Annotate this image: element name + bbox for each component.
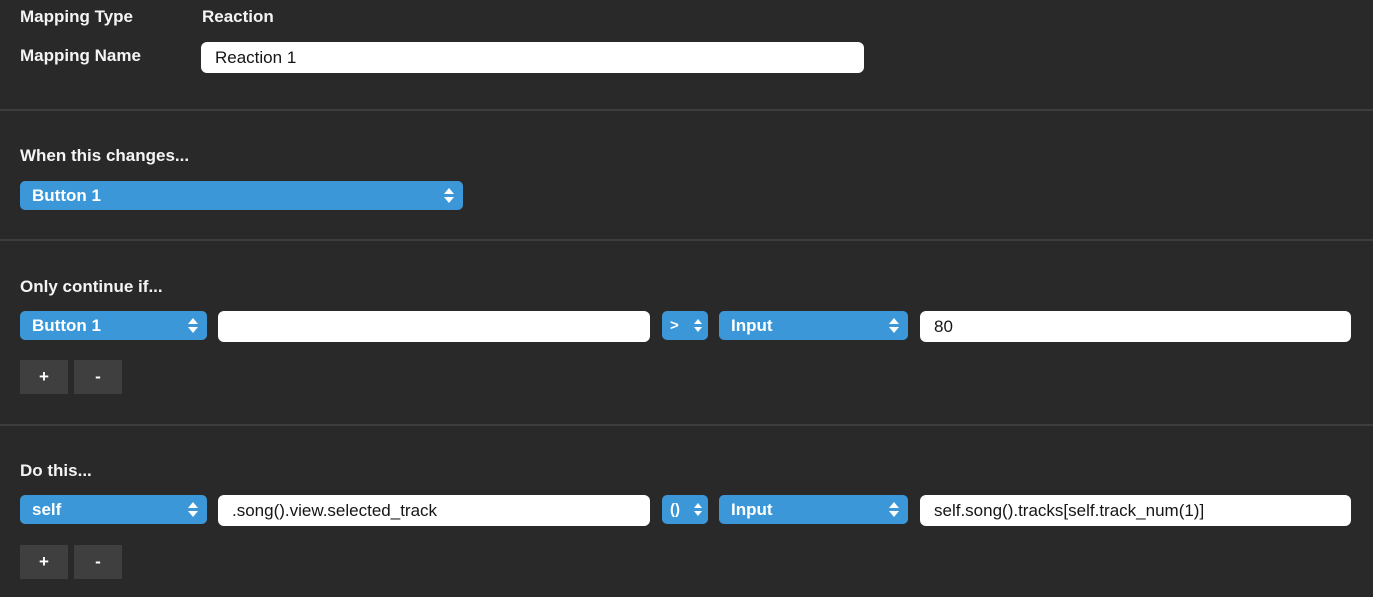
action-operator-select-value: () xyxy=(670,501,680,518)
action-operator-select[interactable]: () xyxy=(662,495,708,524)
condition-subject-input[interactable] xyxy=(218,311,650,342)
trigger-section-title: When this changes... xyxy=(20,146,190,165)
section-divider xyxy=(0,109,1373,111)
condition-operator-select[interactable]: > xyxy=(662,311,708,340)
select-arrows-icon xyxy=(889,502,899,517)
condition-subject-select[interactable]: Button 1 xyxy=(20,311,207,340)
action-target-select-value: self xyxy=(32,499,62,519)
condition-comparand-input[interactable] xyxy=(920,311,1351,342)
select-arrows-icon xyxy=(889,318,899,333)
action-target-select[interactable]: self xyxy=(20,495,207,524)
action-target-input[interactable] xyxy=(218,495,650,526)
select-arrows-icon xyxy=(694,503,702,516)
mapping-type-value: Reaction xyxy=(202,7,274,26)
section-divider xyxy=(0,424,1373,426)
condition-operator-select-value: > xyxy=(670,317,679,334)
action-add-button[interactable]: + xyxy=(20,545,68,579)
mapping-name-label: Mapping Name xyxy=(20,46,141,65)
trigger-source-select-value: Button 1 xyxy=(32,185,101,205)
action-value-select-value: Input xyxy=(731,499,773,519)
action-remove-button[interactable]: - xyxy=(74,545,122,579)
condition-comparand-select[interactable]: Input xyxy=(719,311,908,340)
select-arrows-icon xyxy=(694,319,702,332)
select-arrows-icon xyxy=(188,502,198,517)
action-value-select[interactable]: Input xyxy=(719,495,908,524)
mapping-name-input[interactable] xyxy=(201,42,864,73)
section-divider xyxy=(0,239,1373,241)
condition-section-title: Only continue if... xyxy=(20,277,163,296)
trigger-source-select[interactable]: Button 1 xyxy=(20,181,463,210)
condition-remove-button[interactable]: - xyxy=(74,360,122,394)
action-section-title: Do this... xyxy=(20,461,92,480)
condition-comparand-select-value: Input xyxy=(731,315,773,335)
select-arrows-icon xyxy=(188,318,198,333)
select-arrows-icon xyxy=(444,188,454,203)
condition-add-button[interactable]: + xyxy=(20,360,68,394)
action-value-input[interactable] xyxy=(920,495,1351,526)
mapping-type-label: Mapping Type xyxy=(20,7,134,26)
condition-subject-select-value: Button 1 xyxy=(32,315,101,335)
